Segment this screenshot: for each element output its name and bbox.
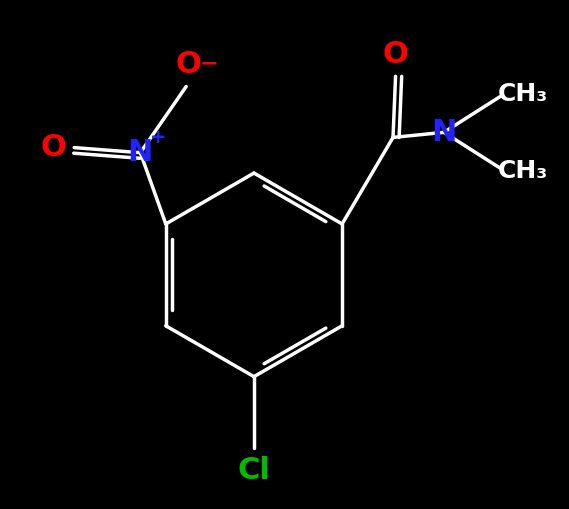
Text: O: O <box>176 50 201 79</box>
Text: O: O <box>382 40 409 69</box>
Text: +: + <box>150 128 166 147</box>
Text: CH₃: CH₃ <box>498 158 548 183</box>
Text: N: N <box>127 138 153 167</box>
Text: −: − <box>200 53 218 74</box>
Text: N: N <box>431 118 456 147</box>
Text: Cl: Cl <box>237 456 270 485</box>
Text: O: O <box>41 133 67 162</box>
Text: CH₃: CH₃ <box>498 82 548 106</box>
